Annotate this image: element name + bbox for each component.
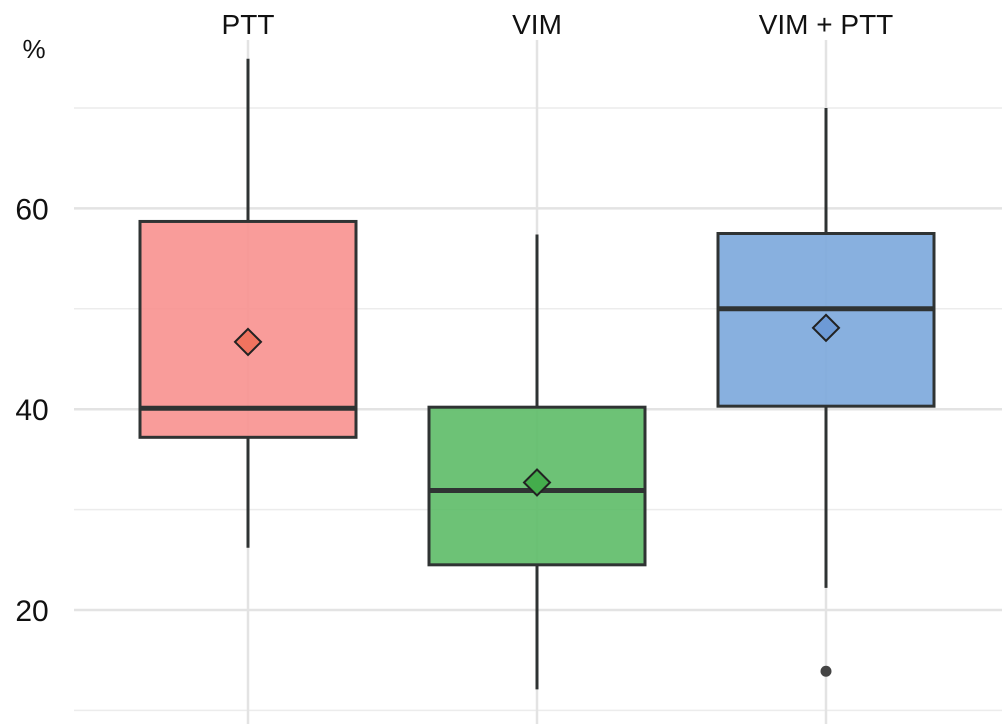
category-label: VIM + PTT (759, 9, 894, 40)
mean-marker (233, 327, 263, 357)
box-vim-ptt (716, 108, 936, 677)
box-ptt (138, 58, 358, 548)
y-tick-label: 20 (15, 595, 48, 628)
mean-marker (811, 313, 841, 343)
y-axis: % 20 40 60 (15, 34, 48, 628)
y-tick-label: 60 (15, 193, 48, 226)
category-labels: PTT VIM VIM + PTT (222, 9, 894, 40)
box-vim (427, 234, 647, 690)
boxes (138, 58, 936, 690)
outlier-point (820, 665, 832, 677)
mean-marker (522, 468, 552, 497)
category-label: PTT (222, 9, 275, 40)
category-label: VIM (512, 9, 562, 40)
y-unit-label: % (22, 34, 45, 64)
y-tick-label: 40 (15, 394, 48, 427)
